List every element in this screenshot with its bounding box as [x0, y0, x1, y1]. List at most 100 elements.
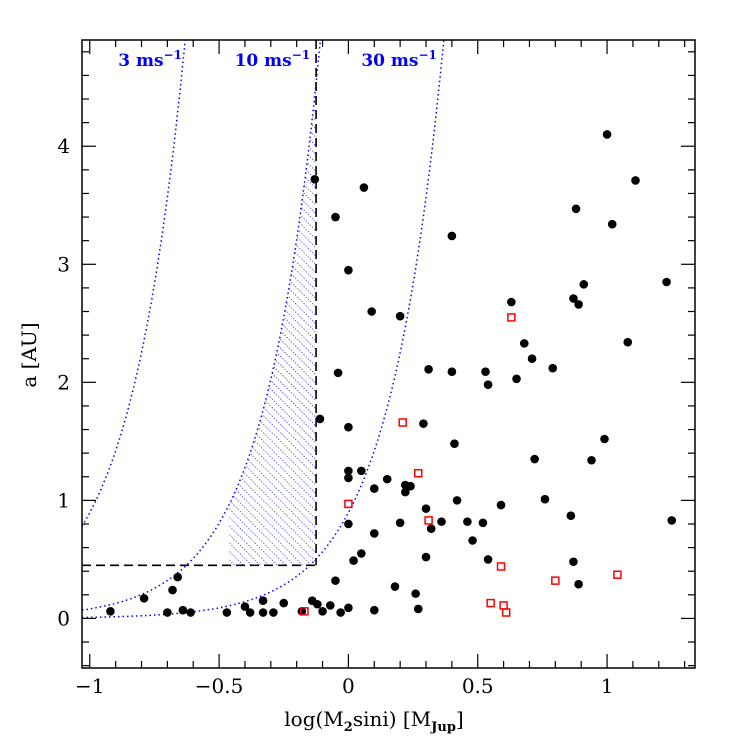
- data-point-circle: [540, 494, 550, 504]
- data-point-circle: [483, 555, 493, 564]
- data-point-circle: [667, 516, 677, 525]
- data-point-circle: [258, 608, 268, 617]
- data-point-circle: [447, 367, 457, 377]
- data-point-circle: [481, 367, 490, 377]
- x-tick-label: 0.5: [462, 674, 494, 698]
- plot-frame: [81, 39, 696, 669]
- data-point-circle: [369, 605, 379, 615]
- data-point-circle: [344, 265, 353, 275]
- data-point-square: [551, 576, 560, 585]
- data-point-circle: [359, 183, 369, 192]
- data-point-circle: [463, 517, 472, 526]
- data-point-circle: [602, 130, 612, 139]
- data-point-circle: [587, 455, 596, 465]
- data-point-circle: [579, 280, 589, 289]
- data-point-circle: [401, 487, 410, 497]
- data-point-circle: [607, 219, 617, 229]
- data-point-circle: [390, 582, 400, 591]
- data-point-circle: [139, 594, 149, 603]
- data-point-square: [300, 607, 309, 616]
- data-point-square: [507, 313, 516, 322]
- data-point-circle: [367, 307, 376, 316]
- data-point-circle: [186, 608, 195, 617]
- data-point-circle: [447, 231, 457, 241]
- data-point-circle: [240, 602, 250, 611]
- data-point-circle: [478, 518, 488, 528]
- data-point-circle: [315, 414, 325, 424]
- y-tick-label: 1: [57, 488, 70, 512]
- hatched-area: [229, 40, 317, 566]
- rv-curve-10-ms: [82, 40, 322, 611]
- data-point-circle: [357, 466, 366, 476]
- data-point-square: [344, 499, 353, 509]
- data-point-circle: [437, 517, 446, 526]
- data-point-square: [496, 562, 506, 571]
- data-point-circle: [279, 598, 289, 608]
- data-point-square: [499, 601, 508, 610]
- data-point-circle: [569, 557, 578, 567]
- data-point-square: [613, 570, 622, 579]
- x-axis-title: log(M2sini) [MJup]: [284, 707, 463, 735]
- data-point-circle: [269, 608, 278, 617]
- data-point-circle: [106, 607, 115, 616]
- velocity-label: 3 ms−1: [118, 48, 182, 71]
- data-point-circle: [574, 300, 583, 309]
- data-point-circle: [357, 549, 366, 558]
- data-point-circle: [369, 484, 379, 493]
- data-point-circle: [512, 374, 521, 384]
- data-point-circle: [344, 466, 353, 476]
- data-point-circle: [452, 496, 462, 505]
- data-point-circle: [369, 529, 379, 538]
- data-point-circle: [421, 552, 431, 562]
- data-point-circle: [411, 589, 420, 598]
- y-tick-label: 3: [57, 252, 70, 276]
- data-point-square: [501, 608, 511, 617]
- data-point-circle: [245, 608, 255, 617]
- data-point-circle: [310, 174, 320, 184]
- data-point-circle: [419, 419, 428, 428]
- data-point-circle: [382, 474, 392, 484]
- plot-area: [82, 40, 677, 619]
- data-point-square: [413, 468, 423, 478]
- data-point-circle: [395, 311, 405, 321]
- data-point-circle: [344, 473, 353, 483]
- y-tick-label: 4: [57, 134, 70, 158]
- x-tick-labels: −1 −0.5 0 0.5 1: [75, 674, 613, 698]
- data-point-square: [398, 418, 407, 427]
- data-point-circle: [421, 504, 431, 513]
- hatched-region: [229, 40, 317, 566]
- x-tick-label: −0.5: [195, 674, 244, 698]
- data-points: [106, 130, 677, 617]
- data-point-circle: [395, 518, 405, 528]
- axis-ticks: [82, 40, 695, 668]
- rv-curve-3-ms: [82, 40, 186, 527]
- data-point-circle: [574, 579, 583, 589]
- data-point-circle: [406, 481, 415, 491]
- reference-lines: [82, 40, 317, 567]
- data-point-circle: [631, 176, 640, 185]
- data-point-circle: [258, 596, 268, 606]
- data-point-circle: [424, 365, 433, 374]
- data-point-circle: [168, 585, 177, 595]
- velocity-annotations: 3 ms−1 10 ms−1 30 ms−1: [118, 48, 437, 71]
- data-point-circle: [600, 434, 609, 444]
- y-tick-labels: 0 1 2 3 4: [57, 134, 70, 630]
- data-point-circle: [566, 511, 576, 521]
- data-point-circle: [222, 608, 232, 617]
- data-point-circle: [178, 605, 188, 615]
- rv-curves: [82, 40, 445, 619]
- data-point-circle: [623, 337, 633, 347]
- data-point-circle: [336, 608, 345, 617]
- data-point-circle: [569, 294, 578, 303]
- data-point-circle: [483, 380, 493, 389]
- data-point-circle: [450, 439, 459, 449]
- data-point-circle: [331, 576, 340, 585]
- data-point-circle: [548, 363, 558, 373]
- velocity-label: 10 ms−1: [235, 48, 311, 71]
- data-point-circle: [662, 277, 671, 287]
- velocity-label: 30 ms−1: [361, 48, 437, 71]
- data-point-circle: [349, 556, 358, 565]
- data-point-circle: [318, 607, 327, 616]
- data-point-circle: [507, 297, 516, 307]
